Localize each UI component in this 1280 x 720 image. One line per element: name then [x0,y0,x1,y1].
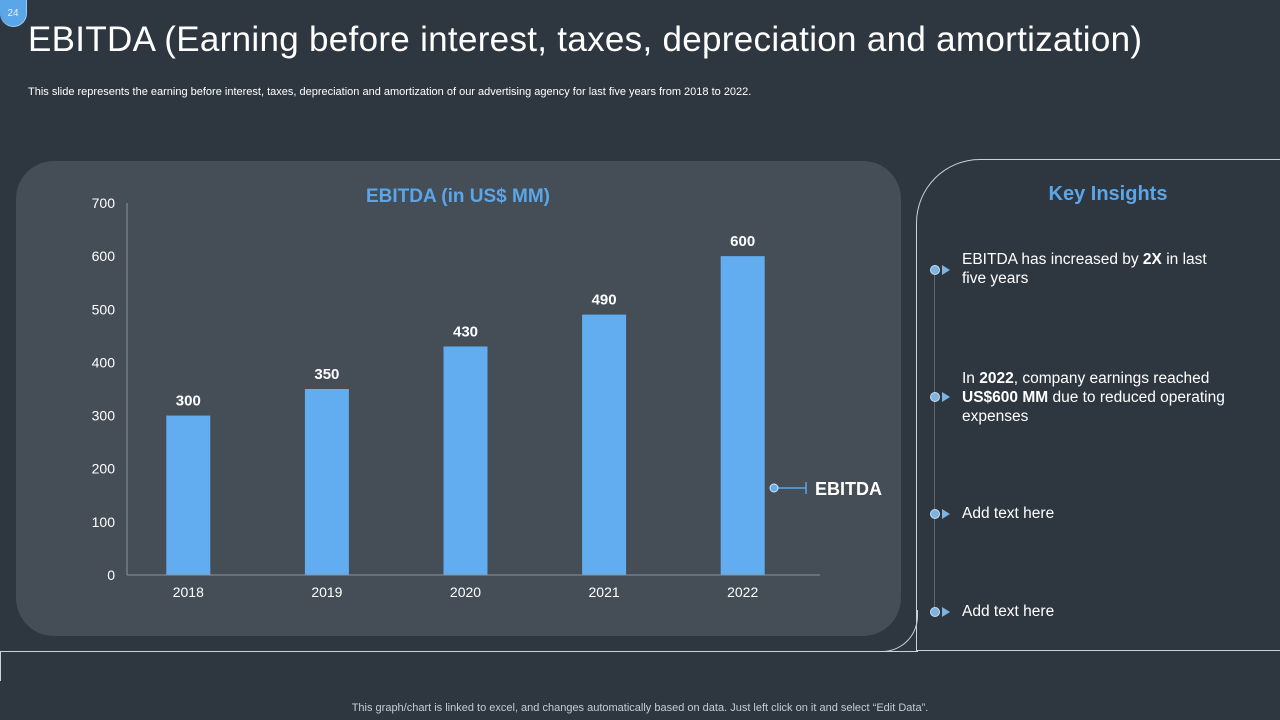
arrow-right-icon [942,509,950,519]
legend-marker [769,483,779,493]
bullet-dot-icon [930,265,940,275]
chart-title: EBITDA (in US$ MM) [366,186,550,207]
bar-value-label: 600 [730,233,755,250]
bar-value-label: 300 [176,393,201,410]
frame-line [0,651,918,681]
bullet-dot-icon [930,509,940,519]
page-title: EBITDA (Earning before interest, taxes, … [28,20,1143,59]
x-tick-label: 2021 [589,584,620,600]
page-subtitle: This slide represents the earning before… [28,86,752,98]
chart-legend: EBITDA [769,479,882,499]
y-tick-label: 400 [92,354,116,370]
y-tick-label: 200 [92,461,116,477]
insights-frame [916,159,1280,651]
bar-value-label: 430 [453,323,478,340]
x-tick-label: 2018 [173,584,204,600]
bullet-dot-icon [930,392,940,402]
arrow-right-icon [942,265,950,275]
ebitda-bar-chart[interactable]: EBITDA (in US$ MM) 0 100 200 300 400 500 600 70… [16,161,901,636]
y-tick-label: 500 [92,301,116,317]
x-tick-label: 2022 [727,584,758,600]
bar-2021[interactable] [582,314,627,575]
frame-curve [880,610,918,652]
insight-text: Add text here [962,603,1055,620]
x-tick-label: 2019 [311,584,342,600]
insight-text: Add text here [962,505,1055,522]
y-tick-label: 100 [92,514,116,530]
bullet-dot-icon [930,607,940,617]
bar-value-label: 350 [314,366,339,383]
bar-2018[interactable] [166,415,211,575]
y-tick-label: 300 [92,408,116,424]
arrow-right-icon [942,607,950,617]
bar-2019[interactable] [304,389,349,575]
y-tick-label: 600 [92,248,116,264]
insight-text: EBITDA has increased by 2X in last five … [962,251,1207,287]
x-tick-label: 2020 [450,584,481,600]
footer-note: This graph/chart is linked to excel, and… [351,702,929,714]
page-number: 24 [0,0,27,27]
bar-2020[interactable] [443,346,488,575]
bar-2022[interactable] [720,256,765,575]
insight-text: In 2022, company earnings reached US$600… [962,370,1225,425]
insights-title: Key Insights [1048,183,1168,205]
y-tick-label: 700 [92,195,116,211]
insights-timeline [934,265,935,615]
y-tick-label: 0 [107,567,115,583]
bar-value-label: 490 [592,292,617,309]
chart-panel[interactable]: EBITDA (in US$ MM) 0 100 200 300 400 500 600 70… [16,161,901,636]
legend-label: EBITDA [815,479,882,499]
arrow-right-icon [942,392,950,402]
